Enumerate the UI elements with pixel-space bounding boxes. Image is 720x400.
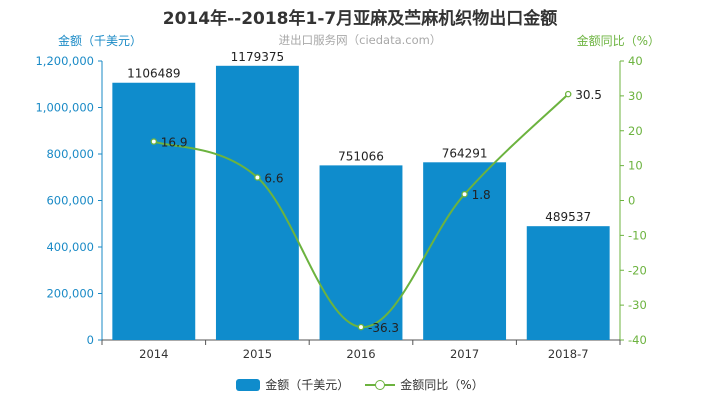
bar-value-label: 1179375 xyxy=(231,50,284,64)
right-tick-label: 30 xyxy=(628,89,643,103)
yoy-value-label: -36.3 xyxy=(368,321,399,335)
bar xyxy=(215,65,299,340)
watermark: 进出口服务网（ciedata.com） xyxy=(278,33,442,47)
x-tick-label: 2016 xyxy=(346,347,375,361)
yoy-value-label: 16.9 xyxy=(161,136,188,150)
left-tick-label: 800,000 xyxy=(46,147,94,161)
right-tick-label: -10 xyxy=(628,228,647,242)
chart-title: 2014年--2018年1-7月亚麻及苎麻机织物出口金额 xyxy=(162,9,558,29)
bar-value-label: 764291 xyxy=(442,146,488,160)
bar xyxy=(112,82,196,341)
yoy-point xyxy=(150,138,158,145)
bar xyxy=(423,162,507,340)
left-tick-label: 0 xyxy=(87,333,94,347)
right-tick-label: 0 xyxy=(628,194,635,208)
right-tick-label: 10 xyxy=(628,159,643,173)
right-tick-label: -20 xyxy=(628,263,647,277)
right-tick-label: -40 xyxy=(628,333,647,347)
right-tick-label: -30 xyxy=(628,298,647,312)
right-tick-label: 20 xyxy=(628,124,643,138)
x-tick-label: 2018-7 xyxy=(548,347,589,361)
legend-line-swatch xyxy=(365,379,396,391)
yoy-point xyxy=(461,190,468,198)
yoy-value-label: 30.5 xyxy=(575,88,602,102)
bar xyxy=(526,226,610,340)
legend-bar-swatch xyxy=(236,378,261,391)
legend-item-bar[interactable]: 金额（千美元） xyxy=(236,376,349,393)
yoy-value-label: 6.6 xyxy=(264,171,283,185)
right-tick-label: 40 xyxy=(628,54,643,68)
yoy-point xyxy=(254,174,261,181)
left-tick-label: 600,000 xyxy=(46,194,94,208)
bar-value-label: 751066 xyxy=(338,149,384,163)
bar xyxy=(319,165,403,340)
left-tick-label: 400,000 xyxy=(46,240,94,254)
legend: 金额（千美元） 金额同比（%） xyxy=(0,376,720,393)
bar-value-label: 489537 xyxy=(545,210,591,224)
yoy-value-label: 1.8 xyxy=(472,188,491,202)
left-tick-label: 200,000 xyxy=(46,287,94,301)
left-axis-title: 金额（千美元） xyxy=(58,34,143,48)
x-tick-label: 2017 xyxy=(450,347,479,361)
bar-value-label: 1106489 xyxy=(127,67,180,81)
right-axis-title: 金额同比（%） xyxy=(576,34,660,48)
legend-bar-label: 金额（千美元） xyxy=(265,378,350,392)
left-tick-label: 1,200,000 xyxy=(35,54,94,68)
x-tick-label: 2014 xyxy=(139,347,168,361)
legend-item-line[interactable]: 金额同比（%） xyxy=(365,376,484,393)
x-tick-label: 2015 xyxy=(243,347,272,361)
yoy-point xyxy=(564,90,572,98)
left-tick-label: 1,000,000 xyxy=(35,101,94,115)
yoy-point xyxy=(357,323,365,331)
legend-line-label: 金额同比（%） xyxy=(400,378,484,392)
